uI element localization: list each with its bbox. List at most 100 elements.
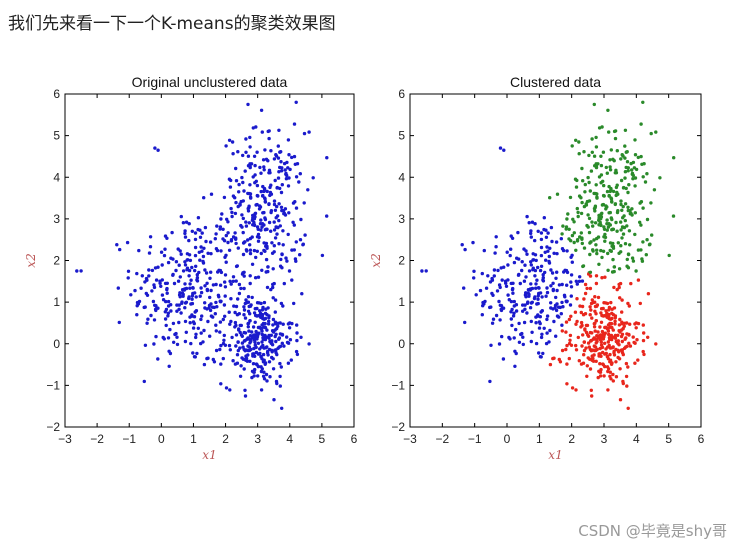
data-point [236, 150, 240, 154]
data-point [601, 179, 605, 183]
data-point [509, 317, 513, 321]
data-point [575, 319, 579, 324]
data-point [191, 286, 195, 290]
data-point [195, 276, 200, 280]
data-point [551, 288, 555, 293]
data-point [172, 281, 177, 286]
data-point [627, 333, 631, 337]
data-point [520, 268, 524, 273]
data-point [278, 165, 282, 170]
data-point [599, 311, 603, 315]
data-point [176, 279, 181, 283]
data-point [248, 251, 253, 256]
data-point [231, 275, 236, 279]
data-point [513, 349, 517, 353]
data-point [589, 301, 594, 306]
data-point [541, 351, 545, 356]
data-point [534, 321, 538, 325]
data-point [295, 331, 299, 335]
data-point [279, 190, 284, 195]
data-point [248, 162, 252, 166]
data-point [501, 357, 506, 361]
data-point [583, 190, 587, 194]
data-point [543, 250, 547, 254]
data-point [608, 248, 612, 253]
data-point [277, 242, 281, 246]
data-point [199, 290, 204, 295]
data-point [542, 216, 546, 220]
data-point [555, 270, 559, 274]
data-point [154, 308, 158, 313]
data-point [230, 335, 234, 340]
data-point [307, 130, 311, 134]
data-point [151, 299, 156, 304]
data-point [555, 192, 560, 196]
data-point [209, 302, 213, 306]
data-point [567, 356, 571, 361]
data-point [259, 388, 264, 392]
data-point [640, 257, 644, 261]
data-point [260, 130, 264, 134]
data-point [635, 338, 639, 342]
data-point [560, 300, 564, 305]
data-point [561, 224, 565, 228]
data-point [224, 144, 228, 148]
data-point [183, 282, 187, 286]
data-point [620, 328, 624, 332]
data-point [221, 356, 225, 361]
data-point [499, 266, 503, 270]
data-point [222, 333, 226, 338]
csdn-watermark: CSDN @毕竟是shy哥 [578, 522, 727, 540]
data-point [252, 248, 257, 253]
data-point [514, 327, 518, 332]
data-point [263, 200, 268, 204]
data-point [583, 182, 587, 187]
data-point [236, 246, 240, 250]
data-point [238, 346, 242, 350]
data-point [581, 333, 585, 337]
data-point [227, 248, 232, 252]
data-point [621, 186, 626, 190]
data-point [607, 332, 611, 337]
data-point [620, 208, 624, 212]
data-point [592, 325, 597, 329]
data-point [163, 317, 168, 321]
data-point [192, 315, 197, 319]
data-point [598, 325, 602, 329]
data-point [249, 196, 253, 200]
data-point [272, 281, 276, 286]
data-point [209, 288, 213, 293]
data-point [602, 374, 606, 378]
data-point [537, 326, 542, 330]
data-point [539, 253, 544, 258]
data-point [626, 301, 630, 306]
data-point [149, 313, 153, 318]
data-point [548, 196, 552, 200]
data-point [617, 251, 621, 255]
data-point [246, 154, 251, 158]
data-point [580, 344, 584, 348]
data-point [489, 305, 493, 309]
data-point [268, 193, 272, 198]
data-point [273, 298, 278, 302]
data-point [589, 339, 593, 343]
data-point [626, 365, 630, 369]
data-point [237, 291, 242, 296]
data-point [605, 171, 609, 175]
data-point [234, 166, 238, 171]
data-point [194, 264, 198, 268]
data-point [594, 274, 599, 278]
data-point [179, 311, 183, 315]
data-point [607, 305, 612, 310]
data-point [298, 238, 303, 242]
data-point [641, 323, 645, 327]
data-point [177, 307, 181, 311]
data-point [580, 279, 585, 283]
data-point [620, 310, 624, 314]
data-point [294, 240, 298, 244]
data-point [630, 168, 634, 172]
data-point [208, 334, 212, 338]
data-point [187, 238, 191, 243]
data-point [623, 202, 628, 206]
data-point [615, 229, 619, 233]
